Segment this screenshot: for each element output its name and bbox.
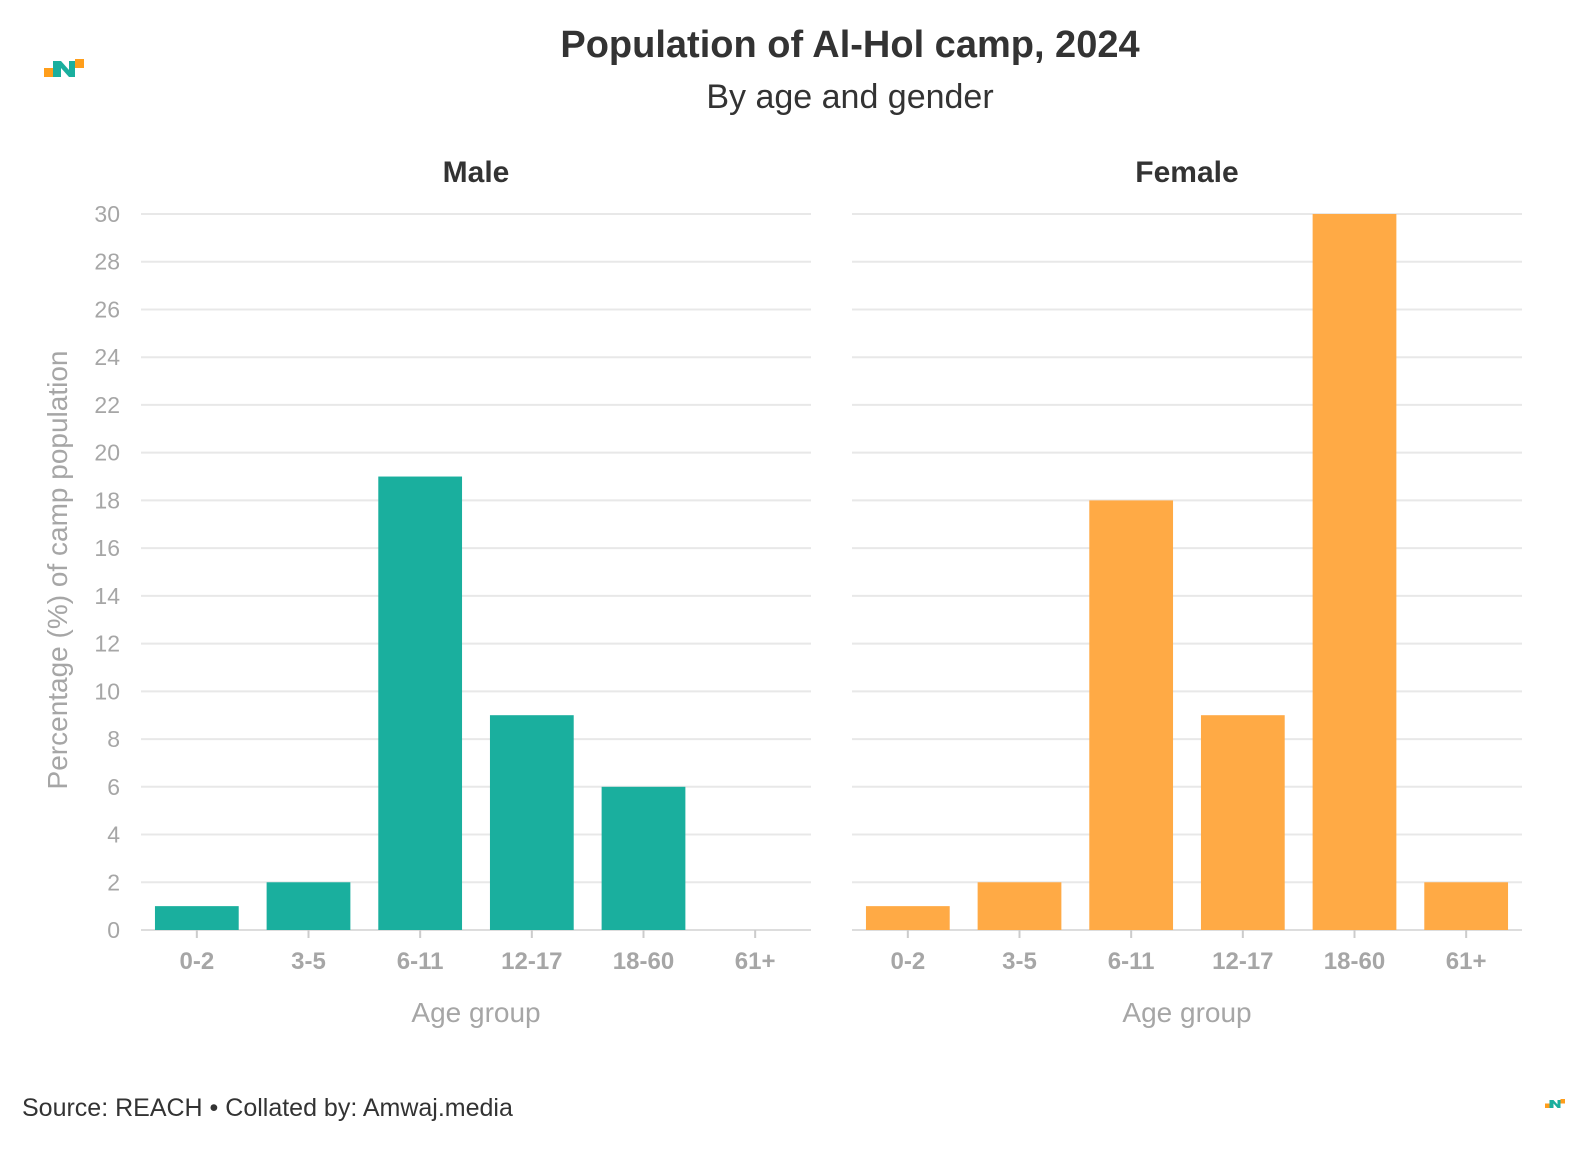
y-tick-label: 6 bbox=[107, 774, 120, 800]
amwaj-logo-icon bbox=[44, 59, 84, 77]
bar-male-6-11 bbox=[378, 476, 463, 930]
x-tick-label: 61+ bbox=[735, 948, 776, 975]
bar-female-6-11 bbox=[1089, 500, 1174, 930]
y-tick-label: 16 bbox=[94, 535, 120, 561]
chart-subtitle: By age and gender bbox=[706, 78, 994, 116]
x-axis-title: Age group bbox=[411, 997, 540, 1028]
y-tick-label: 4 bbox=[107, 822, 120, 848]
x-tick-label: 18-60 bbox=[1324, 948, 1385, 975]
bar-male-12-17 bbox=[489, 715, 574, 930]
x-tick-label: 3-5 bbox=[291, 948, 326, 975]
y-tick-label: 8 bbox=[107, 726, 120, 752]
y-tick-label: 0 bbox=[107, 917, 120, 943]
x-tick-label: 6-11 bbox=[397, 948, 444, 975]
bar-female-12-17 bbox=[1200, 715, 1285, 930]
x-tick-label: 18-60 bbox=[613, 948, 674, 975]
x-tick-label: 12-17 bbox=[1212, 948, 1273, 975]
x-axis-title: Age group bbox=[1122, 997, 1251, 1028]
y-tick-label: 24 bbox=[94, 344, 120, 370]
source-credit: Source: REACH • Collated by: Amwaj.media bbox=[22, 1094, 513, 1122]
x-tick-label: 3-5 bbox=[1002, 948, 1037, 975]
y-tick-label: 30 bbox=[94, 201, 120, 227]
bar-male-18-60 bbox=[601, 786, 686, 930]
y-tick-label: 12 bbox=[94, 631, 120, 657]
x-tick-label: 61+ bbox=[1446, 948, 1487, 975]
y-tick-label: 14 bbox=[94, 583, 120, 609]
y-axis-title: Percentage (%) of camp population bbox=[42, 351, 73, 790]
facet-label-female: Female bbox=[1135, 156, 1238, 189]
y-tick-label: 28 bbox=[94, 249, 120, 275]
faceted-bar-chart: Male 0-2 3-5 6-11 12-17 18-60 61+ Age group Fema… bbox=[42, 156, 1522, 1028]
x-tick-label: 0-2 bbox=[890, 948, 925, 975]
facet-label-male: Male bbox=[443, 156, 510, 189]
y-tick-label: 26 bbox=[94, 296, 120, 322]
bar-female-3-5 bbox=[977, 882, 1062, 930]
amwaj-small-logo-icon bbox=[1545, 1099, 1565, 1108]
y-tick-label: 10 bbox=[94, 678, 120, 704]
bar-female-0-2 bbox=[865, 906, 950, 930]
x-tick-label: 6-11 bbox=[1108, 948, 1155, 975]
y-tick-label: 22 bbox=[94, 392, 120, 418]
y-tick-label: 2 bbox=[107, 869, 120, 895]
bar-female-18-60 bbox=[1312, 214, 1397, 930]
x-tick-label: 12-17 bbox=[501, 948, 562, 975]
y-tick-label: 18 bbox=[94, 487, 120, 513]
bar-female-61+ bbox=[1424, 882, 1509, 930]
chart-title: Population of Al-Hol camp, 2024 bbox=[560, 24, 1140, 66]
x-tick-label: 0-2 bbox=[179, 948, 214, 975]
bar-male-0-2 bbox=[154, 906, 239, 930]
bar-male-3-5 bbox=[266, 882, 351, 930]
y-tick-label: 20 bbox=[94, 440, 120, 466]
